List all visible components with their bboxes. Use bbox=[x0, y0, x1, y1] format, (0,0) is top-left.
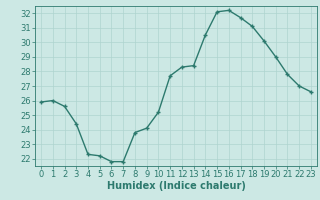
X-axis label: Humidex (Indice chaleur): Humidex (Indice chaleur) bbox=[107, 181, 245, 191]
